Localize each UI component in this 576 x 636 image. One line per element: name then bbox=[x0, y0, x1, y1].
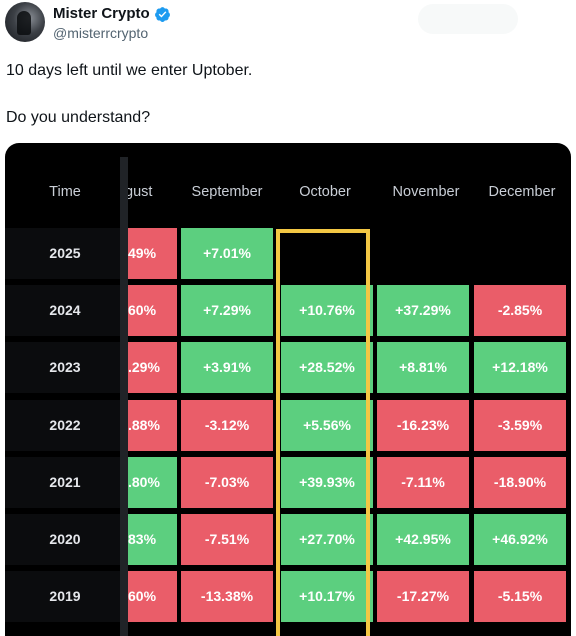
table-row-label-bg bbox=[5, 571, 125, 622]
table-row-label-bg bbox=[5, 228, 125, 279]
table-cell-2023-col4: +12.18% bbox=[474, 342, 566, 393]
table-cell-2023-col3: +8.81% bbox=[377, 342, 469, 393]
table-cell-2024-col3: +37.29% bbox=[377, 285, 469, 336]
table-cell-2021-col0: .80% bbox=[128, 457, 177, 508]
table-year-2023: 2023 bbox=[49, 359, 81, 375]
table-year-2025: 2025 bbox=[49, 245, 81, 261]
table-cell-2021-col2: +39.93% bbox=[281, 457, 373, 508]
header-august: gust bbox=[125, 184, 153, 200]
header-december: December bbox=[488, 184, 556, 200]
tweet-text-line-2: Do you understand? bbox=[6, 109, 151, 126]
table-year-2021: 2021 bbox=[49, 474, 81, 490]
verified-badge-icon bbox=[155, 7, 170, 22]
table-cell-2022-col3: -16.23% bbox=[377, 400, 469, 451]
table-cell-2019-col3: -17.27% bbox=[377, 571, 469, 622]
tweet-text-line-1: 10 days left until we enter Uptober. bbox=[6, 62, 253, 79]
table-cell-2020-col1: -7.51% bbox=[181, 514, 273, 565]
table-cell-2021-col3: -7.11% bbox=[377, 457, 469, 508]
table-year-2024: 2024 bbox=[49, 302, 81, 318]
author-name[interactable]: Mister Crypto bbox=[53, 5, 150, 22]
october-highlight-box bbox=[276, 229, 370, 636]
table-cell-2019-col2: +10.17% bbox=[281, 571, 373, 622]
table-cell-2024-col0: 60% bbox=[128, 285, 177, 336]
table-cell-2020-col2: +27.70% bbox=[281, 514, 373, 565]
avatar[interactable] bbox=[5, 2, 45, 42]
table-cell-2019-col0: 60% bbox=[128, 571, 177, 622]
table-cell-2021-col1: -7.03% bbox=[181, 457, 273, 508]
table-year-2019: 2019 bbox=[49, 588, 81, 604]
table-cell-2020-col3: +42.95% bbox=[377, 514, 469, 565]
tweet-header: Mister Crypto @misterrcrypto bbox=[0, 0, 576, 52]
table-row-label-bg bbox=[5, 285, 125, 336]
tweet-image-table[interactable]: Time gust September October November Dec… bbox=[5, 143, 571, 636]
table-cell-2019-col1: -13.38% bbox=[181, 571, 273, 622]
follow-button[interactable] bbox=[418, 4, 518, 34]
table-row-label-bg bbox=[5, 400, 125, 451]
table-cell-2023-col2: +28.52% bbox=[281, 342, 373, 393]
header-october: October bbox=[299, 184, 351, 200]
header-september: September bbox=[191, 184, 263, 200]
column-clip-divider bbox=[120, 157, 128, 636]
header-time: Time bbox=[49, 184, 81, 200]
table-row-label-bg bbox=[5, 514, 125, 565]
table-cell-2022-col1: -3.12% bbox=[181, 400, 273, 451]
table-cell-2021-col4: -18.90% bbox=[474, 457, 566, 508]
table-cell-2024-col2: +10.76% bbox=[281, 285, 373, 336]
table-year-2022: 2022 bbox=[49, 417, 81, 433]
table-row-label-bg bbox=[5, 342, 125, 393]
header-november: November bbox=[392, 184, 460, 200]
table-cell-2022-col4: -3.59% bbox=[474, 400, 566, 451]
table-row-label-bg bbox=[5, 457, 125, 508]
author-handle[interactable]: @misterrcrypto bbox=[53, 25, 149, 41]
table-cell-2023-col0: .29% bbox=[128, 342, 177, 393]
table-cell-2020-col4: +46.92% bbox=[474, 514, 566, 565]
table-cell-2022-col0: .88% bbox=[128, 400, 177, 451]
table-cell-2020-col0: 83% bbox=[128, 514, 177, 565]
table-cell-2025-col1: +7.01% bbox=[181, 228, 273, 279]
table-cell-2024-col4: -2.85% bbox=[474, 285, 566, 336]
table-cell-2025-col0: 49% bbox=[128, 228, 177, 279]
table-cell-2023-col1: +3.91% bbox=[181, 342, 273, 393]
table-cell-2022-col2: +5.56% bbox=[281, 400, 373, 451]
table-cell-2019-col4: -5.15% bbox=[474, 571, 566, 622]
table-cell-2024-col1: +7.29% bbox=[181, 285, 273, 336]
table-year-2020: 2020 bbox=[49, 531, 81, 547]
